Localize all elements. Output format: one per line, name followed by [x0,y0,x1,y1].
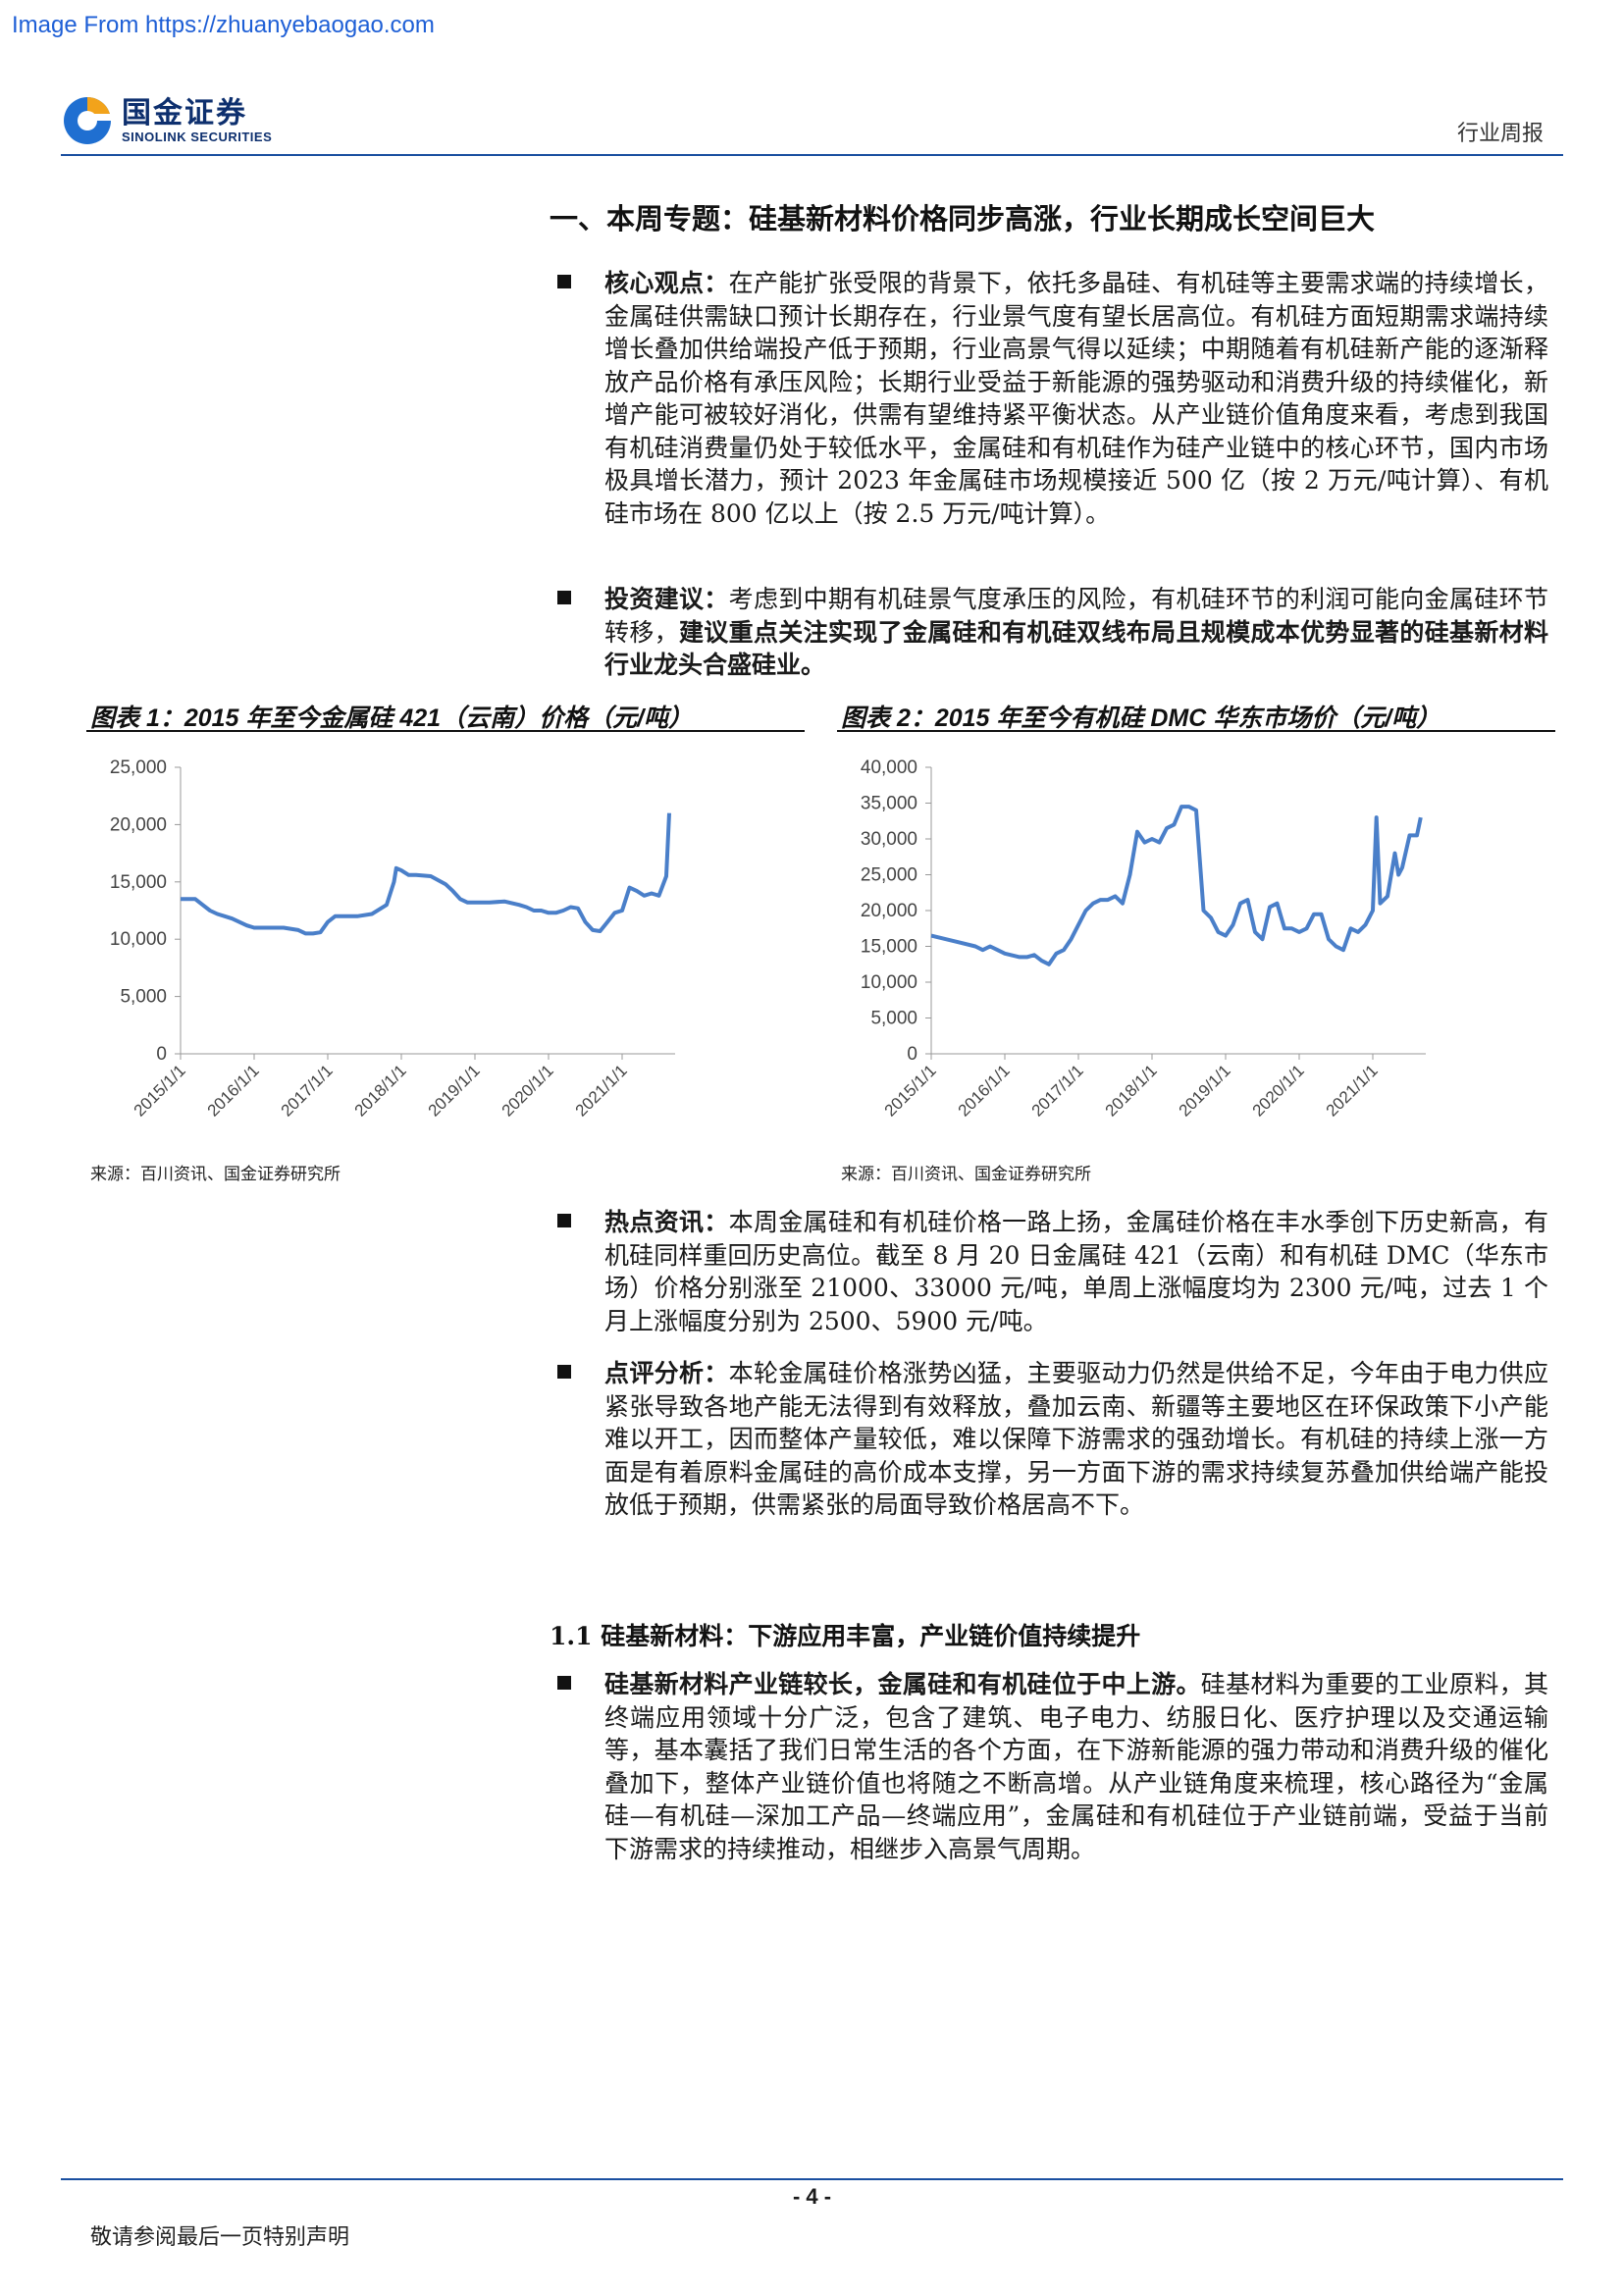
x-tick-label: 2020/1/1 [498,1061,557,1120]
bullet-square-icon [557,1214,571,1227]
bullet-text: 在产能扩张受限的背景下，依托多晶硅、有机硅等主要需求端的持续增长，金属硅供需缺口… [604,269,1548,528]
y-tick-label: 5,000 [120,987,167,1008]
x-tick-label: 2020/1/1 [1249,1061,1308,1120]
price-series-line [181,812,671,936]
bullet-industry-chain: 硅基新材料产业链较长，金属硅和有机硅位于中上游。硅基材料为重要的工业原料，其终端… [557,1668,1548,1865]
y-tick-label: 0 [156,1044,167,1065]
bullet-core-view: 核心观点：在产能扩张受限的背景下，依托多晶硅、有机硅等主要需求端的持续增长，金属… [557,267,1548,530]
x-tick-label: 2018/1/1 [351,1061,410,1120]
y-tick-label: 35,000 [861,794,917,814]
price-series-line [930,805,1423,966]
bullet-square-icon [557,1365,571,1379]
logo-mark-icon [61,94,114,147]
figure-2-chart: 0 5,000 10,000 15,000 20,000 25,000 30,000 35,0… [861,757,1426,1121]
figure-1-chart: 0 5,000 10,000 15,000 20,000 25,000 2015/1/1 20… [110,757,675,1121]
y-tick-label: 40,000 [861,757,917,778]
bullet-investment: 投资建议：考虑到中期有机硅景气度承压的风险，有机硅环节的利润可能向金属硅环节转移… [557,583,1548,682]
bullet-text: 考虑到中期有机硅景气度承压的风险，有机硅环节的利润可能向金属硅环节转移， [604,585,1548,647]
footer-disclaimer: 敬请参阅最后一页特别声明 [90,2225,350,2250]
bullet-square-icon [557,275,571,288]
bullet-text: 本轮金属硅价格涨势凶猛，主要驱动力仍然是供给不足，今年由于电力供应紧张导致各地产… [604,1359,1548,1519]
source-watermark: Image From https://zhuanyebaogao.com [12,12,435,38]
bullet-label: 点评分析： [604,1359,729,1387]
y-tick-label: 30,000 [861,829,917,850]
x-tick-label: 2016/1/1 [204,1061,263,1120]
y-tick-label: 20,000 [861,901,917,921]
x-tick-label: 2016/1/1 [955,1061,1014,1120]
x-tick-label: 2021/1/1 [1323,1061,1382,1120]
subsection-title: 1.1 硅基新材料：下游应用丰富，产业链价值持续提升 [550,1622,1141,1650]
y-tick-label: 10,000 [861,972,917,993]
header-divider [61,154,1563,156]
y-tick-label: 25,000 [110,757,167,778]
document-type: 行业周报 [1456,122,1544,146]
x-tick-label: 2021/1/1 [572,1061,631,1120]
bullet-label: 热点资讯： [604,1208,729,1236]
page-number: - 4 - [792,2184,832,2209]
bullet-bold-recommendation: 建议重点关注实现了金属硅和有机硅双线布局且规模成本优势显著的硅基新材料行业龙头合… [604,617,1548,680]
y-tick-label: 25,000 [861,865,917,886]
logo-name-cn: 国金证券 [122,96,247,130]
y-tick-label: 15,000 [861,937,917,958]
y-tick-label: 20,000 [110,814,167,835]
bullet-square-icon [557,1676,571,1690]
bullet-text: 硅基材料为重要的工业原料，其终端应用领域十分广泛，包含了建筑、电子电力、纺服日化… [604,1670,1548,1863]
x-tick-label: 2015/1/1 [881,1061,940,1120]
figure-1-title: 图表 1：2015 年至今金属硅 421（云南）价格（元/吨） [90,704,694,732]
y-tick-label: 5,000 [870,1009,917,1029]
logo-name-en: SINOLINK SECURITIES [122,129,273,144]
bullet-label: 核心观点： [604,269,729,297]
x-tick-label: 2017/1/1 [278,1061,337,1120]
x-tick-label: 2019/1/1 [1176,1061,1234,1120]
bullet-label: 硅基新材料产业链较长，金属硅和有机硅位于中上游。 [604,1670,1201,1698]
figure-2-rule [837,730,1555,732]
bullet-hot-news: 热点资讯：本周金属硅和有机硅价格一路上扬，金属硅价格在丰水季创下历史新高，有机硅… [557,1206,1548,1337]
footer-divider [61,2178,1563,2180]
figure-1-rule [86,730,805,732]
figure-2-title: 图表 2：2015 年至今有机硅 DMC 华东市场价（元/吨） [841,704,1441,732]
bullet-label: 投资建议： [604,585,729,613]
bullet-text: 本周金属硅和有机硅价格一路上扬，金属硅价格在丰水季创下历史新高，有机硅同样重回历… [604,1208,1548,1335]
x-tick-label: 2015/1/1 [131,1061,189,1120]
figure-2-source: 来源：百川资讯、国金证券研究所 [841,1165,1091,1184]
x-tick-label: 2017/1/1 [1028,1061,1087,1120]
x-tick-label: 2018/1/1 [1102,1061,1161,1120]
y-tick-label: 0 [907,1044,917,1065]
company-logo: 国金证券 SINOLINK SECURITIES [61,90,296,151]
bullet-analysis: 点评分析：本轮金属硅价格涨势凶猛，主要驱动力仍然是供给不足，今年由于电力供应紧张… [557,1357,1548,1522]
figure-1-source: 来源：百川资讯、国金证券研究所 [90,1165,341,1184]
bullet-square-icon [557,591,571,604]
x-tick-label: 2019/1/1 [425,1061,484,1120]
y-tick-label: 10,000 [110,929,167,950]
section-title: 一、本周专题：硅基新材料价格同步高涨，行业长期成长空间巨大 [550,202,1376,235]
y-tick-label: 15,000 [110,872,167,893]
